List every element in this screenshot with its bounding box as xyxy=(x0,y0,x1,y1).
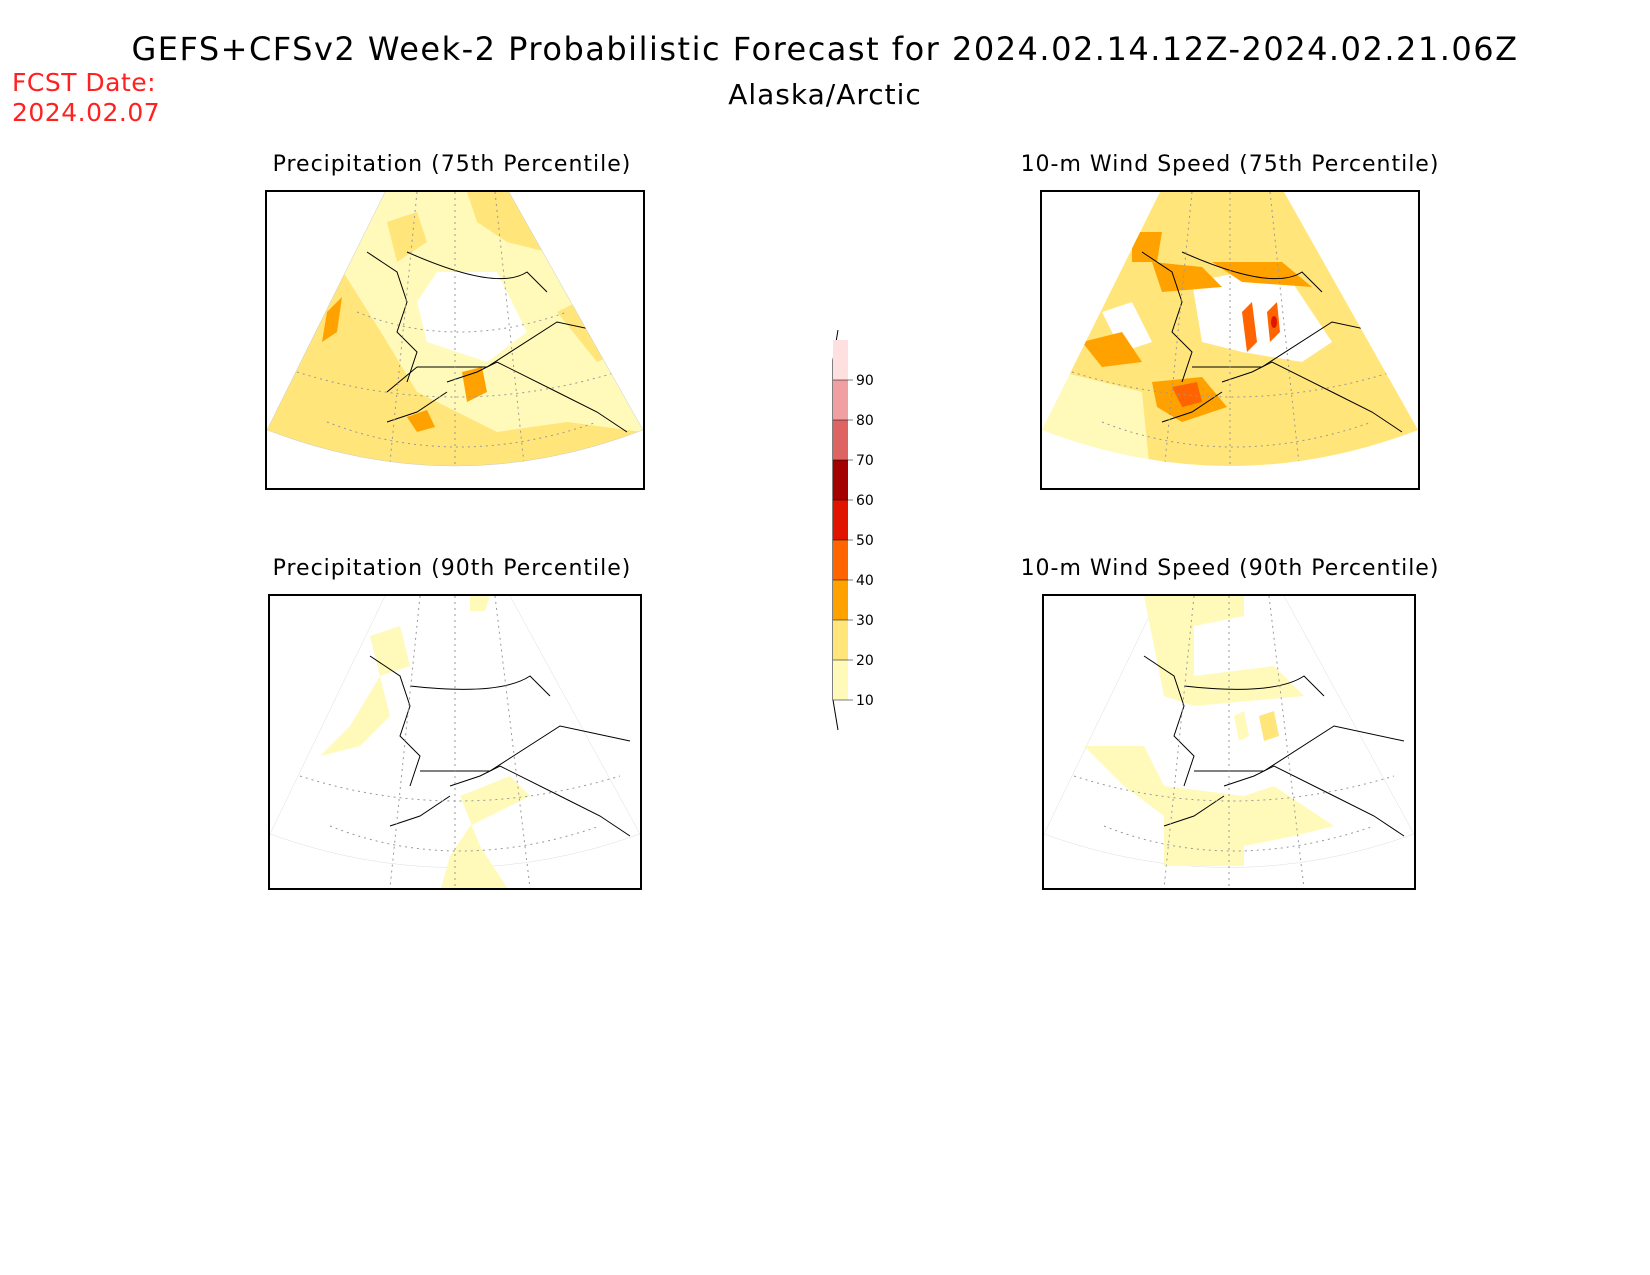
prob-fill-10-20 xyxy=(320,626,410,756)
forecast-date-value: 2024.02.07 xyxy=(12,98,161,127)
prob-fill-30-40 xyxy=(1212,262,1312,287)
colorbar-box-10 xyxy=(833,660,848,700)
coastline xyxy=(389,795,451,827)
coastline xyxy=(449,765,631,837)
panel-title-wind-90: 10-m Wind Speed (90th Percentile) xyxy=(1020,556,1440,581)
coastline xyxy=(1163,795,1225,827)
panel-title-precip-90: Precipitation (90th Percentile) xyxy=(272,556,632,581)
prob-fill-10-20 xyxy=(441,776,530,888)
coastline xyxy=(1161,391,1223,423)
colorbar-box-70 xyxy=(833,420,848,460)
graticule xyxy=(1071,192,1393,466)
prob-fill-20-30 xyxy=(267,262,643,466)
forecast-date-label: FCST Date: xyxy=(12,68,157,97)
colorbar-box-20 xyxy=(833,620,848,660)
panel-title-precip-75: Precipitation (75th Percentile) xyxy=(272,152,632,177)
coastline xyxy=(1221,361,1403,433)
coastline xyxy=(1143,655,1195,787)
panel-title-wind-75: 10-m Wind Speed (75th Percentile) xyxy=(1020,152,1440,177)
map-wind-90 xyxy=(1044,596,1414,888)
coastline xyxy=(420,725,631,772)
coastline xyxy=(366,251,418,383)
prob-fill-20-30 xyxy=(467,192,547,252)
prob-fill-30-40 xyxy=(1152,262,1222,292)
map-panel-wind-90 xyxy=(1042,594,1416,890)
map-precip-90 xyxy=(270,596,640,888)
probability-colorbar: 10 20 30 40 50 60 70 80 90 xyxy=(832,330,874,731)
colorbar-box-90 xyxy=(833,340,848,380)
colorbar-label-30: 30 xyxy=(856,613,874,629)
prob-fill-50-60 xyxy=(1271,316,1277,328)
prob-fill-10-20 xyxy=(1234,711,1249,741)
colorbar-label-50: 50 xyxy=(856,533,874,549)
map-panel-precip-75 xyxy=(265,190,645,490)
coastline xyxy=(406,251,548,293)
colorbar-box-30 xyxy=(833,580,848,620)
prob-fill-30-40 xyxy=(1082,332,1142,367)
prob-fill-below-10 xyxy=(1102,302,1152,352)
prob-fill-40-50 xyxy=(1172,382,1202,407)
coastline xyxy=(1194,725,1405,772)
map-precip-75 xyxy=(267,192,643,467)
prob-fill-30-40 xyxy=(1132,232,1162,262)
coastline xyxy=(1223,765,1405,837)
coastline xyxy=(386,391,448,423)
region-subtitle: Alaska/Arctic xyxy=(728,78,922,111)
colorbar-label-60: 60 xyxy=(856,493,874,509)
prob-fill-below-10 xyxy=(1192,272,1332,362)
colorbar-box-80 xyxy=(833,380,848,420)
main-title: GEFS+CFSv2 Week-2 Probabilistic Forecast… xyxy=(131,30,1519,68)
colorbar-label-10: 10 xyxy=(856,693,874,709)
graticule xyxy=(1073,596,1395,888)
prob-fill-10-20 xyxy=(1144,596,1304,706)
map-panel-wind-75 xyxy=(1040,190,1420,490)
graticule xyxy=(296,192,618,466)
prob-fill-40-50 xyxy=(1242,302,1257,352)
prob-fill-30-40 xyxy=(407,410,435,432)
prob-fill-30-40 xyxy=(462,367,487,402)
coastline xyxy=(1183,675,1325,697)
colorbar-label-20: 20 xyxy=(856,653,874,669)
prob-fill-20-30 xyxy=(387,212,427,262)
colorbar-label-90: 90 xyxy=(856,373,874,389)
prob-fill-below-10 xyxy=(417,272,527,362)
colorbar-label-40: 40 xyxy=(856,573,874,589)
prob-fill-20-30 xyxy=(1259,711,1279,741)
coastline xyxy=(446,361,628,433)
map-wind-75 xyxy=(1042,192,1418,466)
colorbar-label-80: 80 xyxy=(856,413,874,429)
prob-fill-10-20 xyxy=(470,596,490,611)
coastline xyxy=(409,675,551,697)
colorbar-box-50 xyxy=(833,500,848,540)
graticule xyxy=(299,596,621,888)
colorbar-box-40 xyxy=(833,540,848,580)
colorbar-labels: 10 20 30 40 50 60 70 80 90 xyxy=(856,373,874,709)
colorbar-label-70: 70 xyxy=(856,453,874,469)
coastline xyxy=(1181,251,1323,293)
prob-fill-30-40 xyxy=(322,297,342,342)
colorbar-boxes xyxy=(833,340,853,701)
colorbar-box-60 xyxy=(833,460,848,500)
map-panel-precip-90 xyxy=(268,594,642,890)
coastline xyxy=(1141,251,1193,383)
coastline xyxy=(369,655,421,787)
